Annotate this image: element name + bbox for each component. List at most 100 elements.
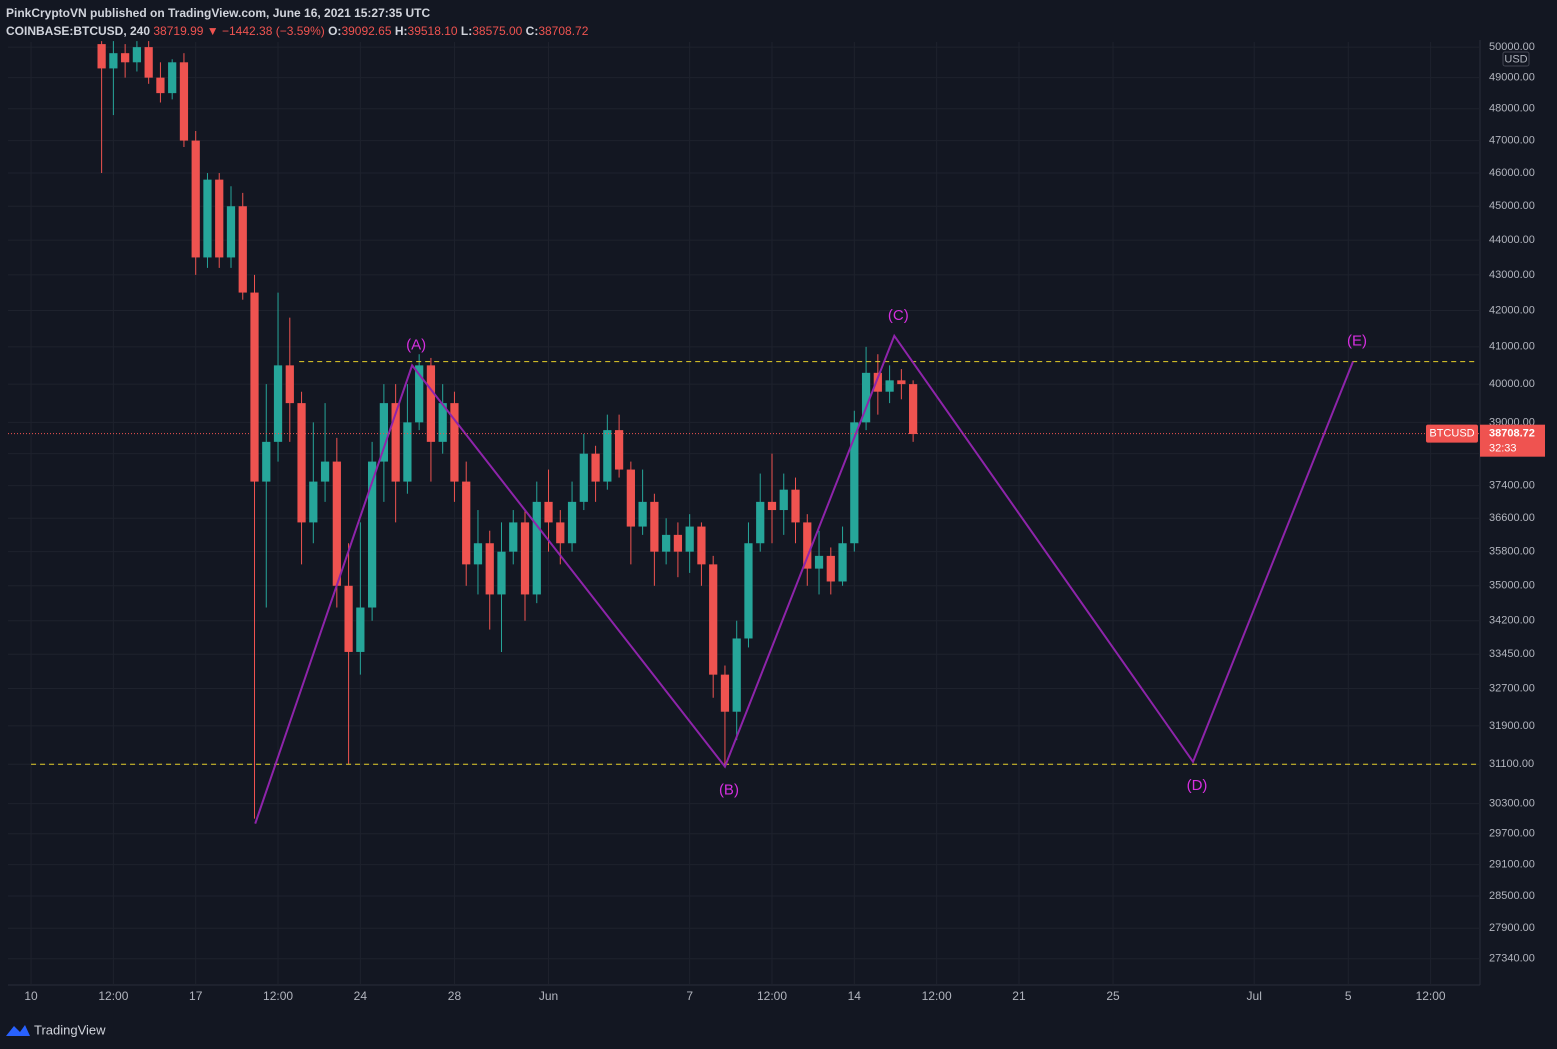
candle-body — [744, 543, 753, 639]
candle-body — [356, 607, 365, 652]
candle-body — [168, 62, 177, 94]
candle-body — [626, 469, 635, 527]
candle-body — [873, 372, 882, 392]
y-tick-label: 30300.00 — [1489, 797, 1535, 809]
wave-line — [254, 333, 1354, 824]
y-tick-label: 37400.00 — [1489, 480, 1535, 492]
candle-body — [250, 292, 259, 482]
candle-body — [450, 403, 459, 482]
y-tick-label: 48000.00 — [1489, 103, 1535, 115]
wave-label: (E) — [1347, 333, 1367, 350]
candle-body — [791, 489, 800, 523]
candle-body — [697, 526, 706, 565]
y-tick-label: 31100.00 — [1489, 758, 1534, 770]
candle-body — [144, 47, 153, 78]
wave-label: (A) — [406, 336, 426, 353]
x-tick-label: 14 — [848, 989, 862, 1003]
y-tick-label: 32700.00 — [1489, 682, 1535, 694]
ohlc-value: 39518.10 — [407, 24, 458, 38]
candle-body — [179, 62, 189, 141]
y-tick-label: 44000.00 — [1489, 234, 1535, 246]
symbol-line: COINBASE:BTCUSD, 240 38719.99 ▼ −1442.38… — [6, 22, 588, 40]
y-tick-label: 43000.00 — [1489, 269, 1535, 281]
candle-body — [732, 638, 741, 712]
candle-body — [756, 501, 765, 544]
candle-body — [238, 206, 247, 293]
candle-body — [673, 534, 683, 552]
candle-body — [497, 551, 506, 595]
candle-body — [567, 501, 577, 544]
wave-label: (C) — [888, 307, 909, 324]
candle-body — [415, 365, 424, 423]
candle-body — [662, 534, 671, 552]
x-tick-label: 17 — [189, 989, 203, 1003]
candle-body — [462, 481, 471, 565]
candle-body — [285, 365, 294, 404]
y-tick-label: 41000.00 — [1489, 341, 1535, 353]
candle-body — [320, 461, 330, 482]
publisher: PinkCryptoVN published on TradingView.co… — [6, 6, 431, 20]
symbol-tag-label: BTCUSD — [1429, 428, 1474, 440]
candle-body — [109, 53, 118, 69]
x-tick-label: Jun — [539, 989, 558, 1003]
y-tick-label: 42000.00 — [1489, 304, 1535, 316]
candle-body — [709, 564, 718, 675]
x-tick-label: 28 — [448, 989, 462, 1003]
ohlc-value: 38708.72 — [538, 24, 589, 38]
header: PinkCryptoVN published on TradingView.co… — [6, 4, 588, 40]
x-tick-label: 12:00 — [263, 989, 293, 1003]
y-tick-label: 47000.00 — [1489, 134, 1535, 146]
candle-body — [332, 461, 341, 586]
y-tick-label: 29100.00 — [1489, 858, 1535, 870]
candle-body — [544, 501, 553, 523]
x-tick-label: 12:00 — [757, 989, 787, 1003]
candle-body — [909, 384, 918, 435]
candle-body — [509, 522, 518, 552]
candle-body — [297, 403, 306, 523]
candle-body — [685, 526, 694, 552]
candle-body — [121, 53, 130, 63]
price-tag-label: 38708.72 — [1489, 428, 1535, 440]
candle-body — [720, 674, 730, 712]
candle-body — [591, 453, 600, 482]
countdown-label: 32:33 — [1489, 443, 1517, 455]
candle-body — [226, 206, 236, 258]
x-tick-label: 21 — [1012, 989, 1026, 1003]
candle-body — [814, 555, 824, 569]
candle-body — [203, 179, 212, 258]
candle-body — [885, 380, 894, 392]
candle-body — [156, 77, 165, 94]
candle-body — [191, 140, 200, 258]
x-tick-label: 25 — [1106, 989, 1120, 1003]
candle-body — [438, 403, 447, 442]
y-tick-label: 34200.00 — [1489, 615, 1535, 627]
candle-body — [850, 422, 859, 544]
y-tick-label: 49000.00 — [1489, 72, 1535, 84]
y-tick-label: 36600.00 — [1489, 512, 1535, 524]
x-tick-label: 5 — [1345, 989, 1352, 1003]
candle-body — [309, 481, 318, 523]
candle-body — [262, 441, 271, 482]
candle-body — [520, 522, 530, 595]
unit-label: USD — [1504, 53, 1527, 65]
candle-body — [803, 522, 812, 569]
x-tick-label: 10 — [24, 989, 38, 1003]
y-tick-label: 29700.00 — [1489, 828, 1535, 840]
candle-body — [473, 543, 483, 565]
y-tick-label: 35800.00 — [1489, 546, 1535, 558]
x-tick-label: Jul — [1247, 989, 1262, 1003]
candle-body — [826, 555, 835, 582]
change: ▼ −1442.38 (−3.59%) — [206, 24, 325, 38]
publisher-line: PinkCryptoVN published on TradingView.co… — [6, 4, 588, 22]
y-tick-label: 27900.00 — [1489, 922, 1535, 934]
candle-body — [650, 501, 659, 552]
y-tick-label: 31900.00 — [1489, 720, 1535, 732]
x-tick-label: 12:00 — [1416, 989, 1446, 1003]
footer-brand: TradingView — [34, 1022, 106, 1037]
unit-box — [1502, 51, 1530, 67]
candle-body — [379, 403, 388, 462]
candle-body — [838, 543, 847, 582]
